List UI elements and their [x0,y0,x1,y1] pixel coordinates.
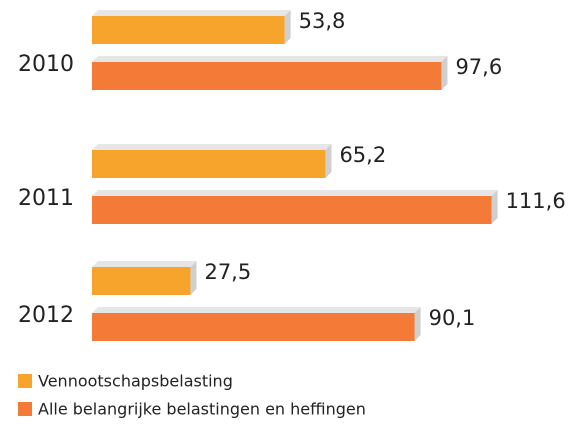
legend-label: Vennootschapsbelasting [38,372,233,391]
bar-depth [325,144,332,178]
bar-depth [190,261,197,295]
bar-depth [441,56,448,90]
bar [92,16,285,44]
category-label: 2011 [18,186,74,211]
legend-swatch [18,374,32,388]
bar-depth [92,10,291,16]
value-label: 53,8 [299,9,346,33]
category-label: 2012 [18,303,74,328]
legend-swatch [18,402,32,416]
bar [92,313,415,341]
bar-depth [92,56,448,62]
value-label: 97,6 [455,55,502,79]
legend-label: Alle belangrijke belastingen en heffinge… [38,400,366,419]
bar [92,150,326,178]
category-label: 2010 [18,52,74,77]
bar-depth [414,307,421,341]
bar-depth [92,307,421,313]
bar-depth [92,144,332,150]
bar [92,196,492,224]
value-label: 65,2 [339,143,386,167]
bar [92,267,191,295]
bar-depth [92,261,197,267]
value-label: 111,6 [506,189,566,213]
bar [92,62,442,90]
value-label: 90,1 [429,306,476,330]
bar-depth [284,10,291,44]
value-label: 27,5 [204,260,251,284]
bar-depth [491,190,498,224]
bar-depth [92,190,498,196]
